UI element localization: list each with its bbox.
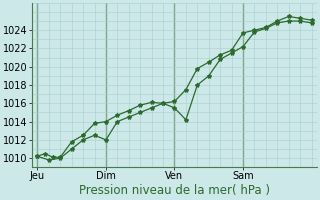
X-axis label: Pression niveau de la mer( hPa ): Pression niveau de la mer( hPa )	[79, 184, 270, 197]
